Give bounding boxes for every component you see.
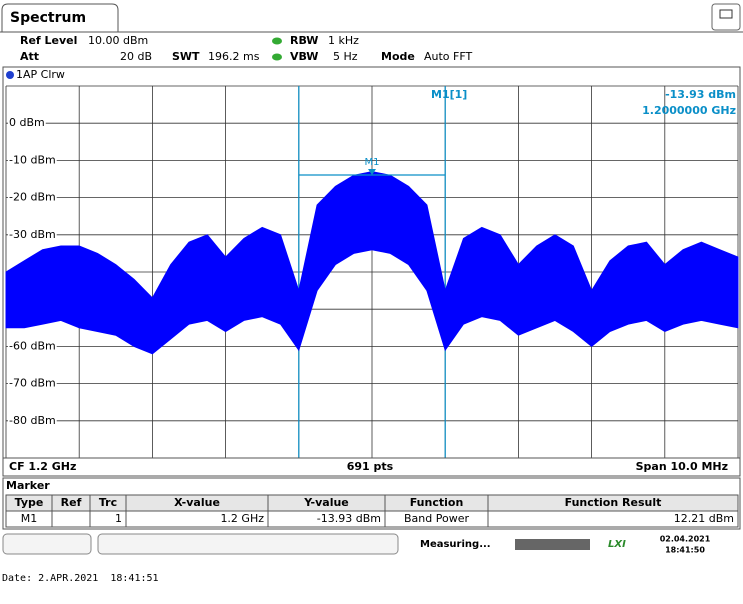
footer-span: Span 10.0 MHz [636, 460, 728, 473]
table-header: Y-value [303, 496, 349, 509]
table-cell: 12.21 dBm [674, 512, 734, 525]
y-tick-label: -70 dBm [9, 377, 56, 390]
marker-readout: M1[1] [431, 88, 467, 101]
indicator [272, 53, 282, 61]
panel-title: Marker [6, 479, 50, 492]
table-header: Function Result [565, 496, 662, 509]
setting-value: 20 dB [120, 50, 152, 63]
label-bg [8, 116, 46, 130]
trace-dot [6, 71, 14, 79]
status-date: 02.04.2021 [660, 535, 711, 544]
setting-label: VBW [290, 50, 318, 63]
marker-x: 1.2000000 GHz [642, 104, 736, 117]
status-time: 18:41:50 [665, 546, 705, 555]
indicator [272, 37, 282, 45]
label-bg [8, 153, 57, 167]
tab [1, 3, 119, 32]
table-header: Type [15, 496, 44, 509]
marker-label: M1 [365, 157, 380, 168]
plot: 0 dBm-10 dBm-20 dBm-30 dBm-40 dBm-50 dBm… [5, 85, 739, 458]
marker-table: Type Ref Trc X-value Y-value Function Function… [5, 494, 739, 528]
y-tick-label: -80 dBm [9, 414, 56, 427]
tab-title: Spectrum [10, 10, 86, 26]
label-bg [8, 339, 57, 353]
setting-value: Auto FFT [424, 50, 472, 63]
status-box [2, 533, 92, 555]
marker [368, 169, 376, 176]
y-tick-label: -10 dBm [9, 153, 56, 166]
setting-value: 196.2 ms [208, 50, 260, 63]
label-bg [8, 227, 57, 241]
date-line: Date: 2.APR.2021 18:41:51 [2, 573, 159, 584]
label-bg [8, 190, 57, 204]
setting-label: RBW [290, 34, 318, 47]
menu-icon [719, 9, 733, 19]
footer-cf: CF 1.2 GHz [9, 460, 76, 473]
label-bg [8, 376, 57, 390]
status-box [97, 533, 399, 555]
table-header: X-value [174, 496, 220, 509]
setting-value: 5 Hz [333, 50, 358, 63]
table-cell: 1 [115, 512, 122, 525]
setting-label: SWT [172, 50, 200, 63]
setting-label: Mode [381, 50, 415, 63]
menu-button[interactable] [711, 3, 741, 31]
y-tick-label: -30 dBm [9, 228, 56, 241]
y-tick-label: -60 dBm [9, 339, 56, 352]
label-bg [8, 413, 57, 427]
status-text: Measuring... [420, 539, 491, 550]
table-cell: -13.93 dBm [317, 512, 381, 525]
setting-value: 10.00 dBm [88, 34, 148, 47]
trace [5, 171, 739, 355]
table-cell: 1.2 GHz [220, 512, 264, 525]
y-tick-label: -20 dBm [9, 191, 56, 204]
table-header: Ref [61, 496, 82, 509]
y-tick-label: 0 dBm [9, 116, 45, 129]
table-cell: M1 [21, 512, 38, 525]
table-header: Trc [99, 496, 117, 509]
progress-bar [515, 539, 590, 550]
setting-label: Ref Level [20, 34, 77, 47]
table-cell: Band Power [404, 512, 469, 525]
trace-label: 1AP Clrw [16, 68, 65, 81]
footer-points: 691 pts [347, 460, 394, 473]
setting-label: Att [20, 50, 39, 63]
table-header: Function [410, 496, 464, 509]
marker-value: -13.93 dBm [665, 88, 736, 101]
setting-value: 1 kHz [328, 34, 359, 47]
logo: LXI [608, 539, 626, 550]
